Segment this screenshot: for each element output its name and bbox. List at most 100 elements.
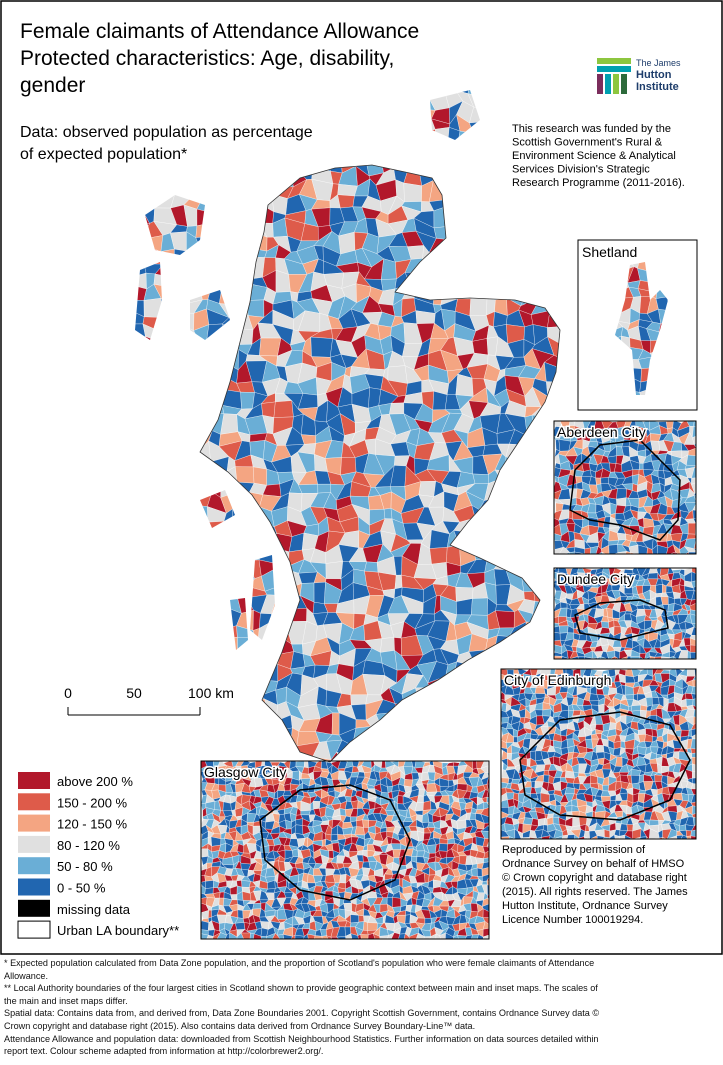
map-region: [690, 783, 696, 790]
map-region: [628, 705, 632, 712]
map-region: [691, 626, 696, 636]
map-region: [661, 656, 670, 659]
map-region: [261, 401, 276, 418]
map-region: [543, 770, 550, 776]
map-region: [513, 736, 518, 743]
map-region: [673, 544, 681, 554]
map-region: [252, 466, 267, 486]
map-region: [691, 623, 696, 629]
map-region: [486, 802, 489, 806]
map-region: [602, 785, 610, 792]
map-region: [691, 686, 696, 695]
map-region: [630, 656, 641, 659]
map-region: [542, 708, 552, 717]
map-region: [381, 258, 397, 280]
map-region: [534, 687, 546, 694]
map-region: [432, 391, 448, 411]
map-region: [690, 794, 696, 804]
map-region: [689, 637, 696, 646]
map-region: [628, 544, 639, 554]
map-region: [691, 805, 696, 815]
map-region: [687, 650, 691, 659]
map-region: [609, 834, 616, 839]
inset-map: [554, 421, 696, 554]
map-region: [667, 835, 678, 839]
map-region: [362, 819, 369, 828]
map-region: [331, 712, 340, 736]
map-region: [692, 509, 696, 519]
map-region: [469, 812, 476, 821]
map-region: [486, 776, 489, 785]
map-region: [692, 675, 696, 681]
map-region: [597, 835, 605, 839]
map-region: [692, 816, 696, 827]
map-region: [689, 634, 696, 641]
map-region: [624, 834, 633, 839]
map-region: [649, 656, 655, 659]
map-region: [691, 824, 696, 832]
map-region: [569, 656, 579, 659]
map-region: [619, 823, 628, 832]
map-region: [337, 184, 358, 197]
map-region: [651, 544, 658, 554]
map-region: [584, 656, 593, 659]
inset-map: [201, 761, 489, 939]
map-region: [337, 194, 355, 209]
map-region: [583, 836, 590, 839]
map-region: [639, 652, 647, 659]
map-region: [654, 656, 662, 659]
map-region: [559, 625, 569, 634]
urban-boundary: [574, 599, 669, 641]
map-region: [553, 835, 564, 839]
map-region: [480, 825, 489, 832]
map-region: [472, 473, 489, 484]
map-region: [684, 546, 696, 553]
map-region: [583, 831, 590, 839]
map-region: [691, 467, 696, 479]
inset-frame: [553, 567, 697, 660]
map-region: [690, 738, 696, 750]
map-region: [690, 801, 696, 807]
map-region: [676, 835, 684, 839]
map-region: [693, 518, 696, 524]
map-region: [691, 752, 696, 758]
map-region: [295, 818, 303, 826]
map-region: [646, 547, 654, 554]
map-region: [390, 843, 402, 850]
map-region: [543, 774, 550, 783]
map-region: [602, 836, 611, 839]
map-region: [686, 835, 692, 839]
map-region: [328, 850, 334, 859]
map-region: [597, 656, 602, 659]
map-region: [692, 704, 696, 711]
map-region: [655, 584, 663, 594]
map-region: [476, 867, 483, 877]
map-region: [686, 533, 696, 540]
map-region: [590, 546, 599, 554]
map-region: [688, 523, 696, 535]
map-region: [480, 813, 489, 824]
urban-boundary: [569, 439, 681, 541]
map-region: [690, 835, 696, 839]
map-region: [692, 679, 696, 687]
map-region: [471, 867, 478, 877]
inset-map: [554, 568, 696, 659]
map-region: [569, 551, 575, 554]
map-region: [604, 829, 611, 838]
map-region: [565, 770, 575, 779]
map-region: [638, 463, 644, 470]
map-region: [554, 655, 563, 659]
map-region: [438, 843, 448, 852]
map-region: [439, 838, 449, 845]
map-region: [692, 777, 696, 785]
map-region: [691, 813, 696, 819]
map-region: [669, 551, 676, 554]
map-region: [693, 709, 696, 718]
map-region: [674, 551, 679, 554]
map-region: [630, 775, 640, 785]
map-region: [625, 551, 631, 554]
inset-frame: [553, 420, 697, 555]
map-region: [577, 656, 585, 659]
map-region: [669, 656, 675, 659]
urban-boundary: [519, 711, 691, 821]
